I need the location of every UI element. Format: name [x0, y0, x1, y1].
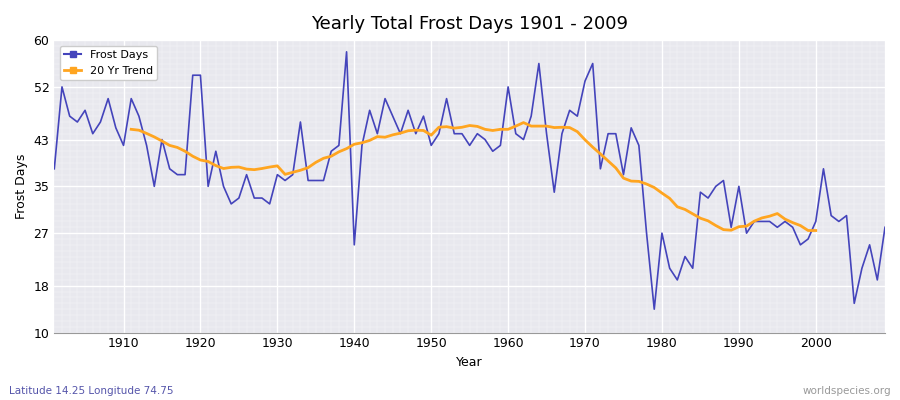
Text: worldspecies.org: worldspecies.org: [803, 386, 891, 396]
X-axis label: Year: Year: [456, 356, 483, 369]
Title: Yearly Total Frost Days 1901 - 2009: Yearly Total Frost Days 1901 - 2009: [311, 15, 628, 33]
Text: Latitude 14.25 Longitude 74.75: Latitude 14.25 Longitude 74.75: [9, 386, 174, 396]
Y-axis label: Frost Days: Frost Days: [15, 154, 28, 219]
Legend: Frost Days, 20 Yr Trend: Frost Days, 20 Yr Trend: [59, 46, 158, 80]
